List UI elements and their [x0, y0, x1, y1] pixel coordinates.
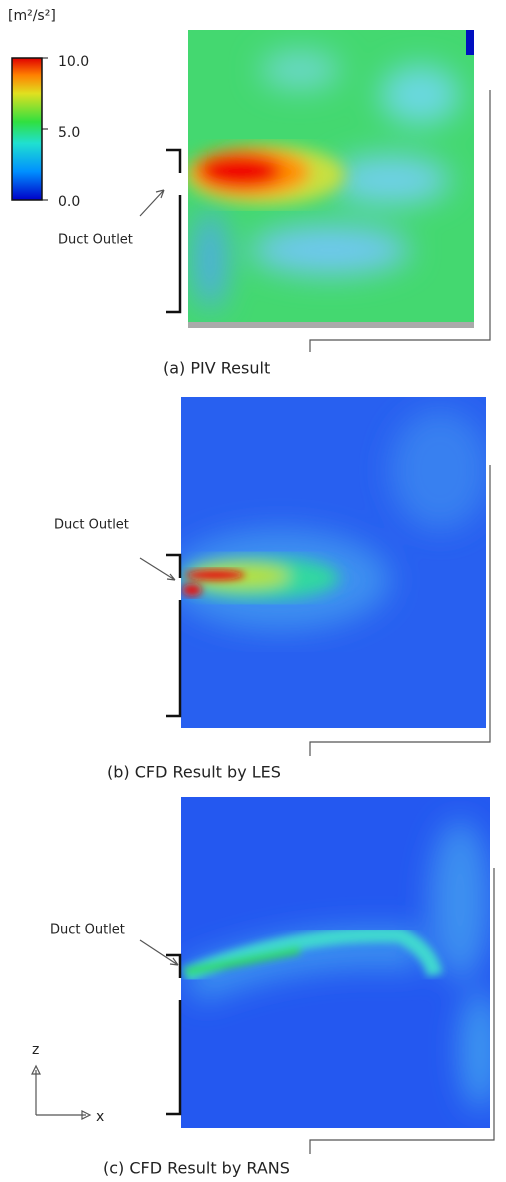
axes-indicator — [32, 1066, 90, 1119]
colorbar-unit: [m²/s²] — [8, 8, 56, 24]
axis-label: x — [96, 1109, 104, 1125]
figure: [m²/s²] — [0, 0, 506, 1182]
colorbar-tick-label: 5.0 — [58, 125, 80, 141]
arrow — [140, 558, 175, 580]
bracket — [166, 150, 180, 312]
rans-heatmap — [181, 797, 500, 1128]
arrow — [140, 940, 178, 965]
colorbar-tick-label: 10.0 — [58, 54, 89, 70]
annotation: Duct Outlet — [54, 518, 129, 533]
annotation: Duct Outlet — [58, 233, 133, 248]
arrow — [140, 190, 164, 216]
piv-heatmap — [185, 30, 474, 328]
les-heatmap — [170, 397, 490, 728]
caption: (a) PIV Result — [163, 359, 270, 378]
colorbar-tick-label: 0.0 — [58, 194, 80, 210]
colorbar — [12, 58, 42, 200]
caption: (b) CFD Result by LES — [107, 763, 281, 782]
bracket — [166, 955, 180, 1114]
annotation: Duct Outlet — [50, 923, 125, 938]
axis-label: z — [32, 1042, 39, 1058]
caption: (c) CFD Result by RANS — [103, 1159, 290, 1178]
